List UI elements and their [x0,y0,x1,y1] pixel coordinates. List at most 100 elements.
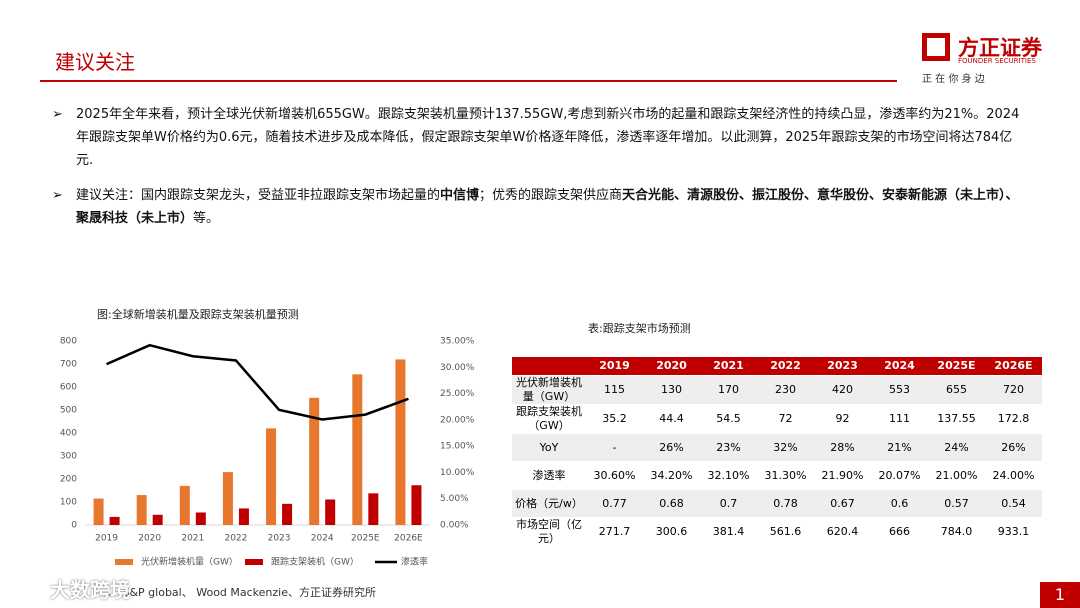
y-tick-label: 100 [60,498,77,508]
page-number: 1 [1040,582,1080,608]
legend-swatch [115,559,133,565]
table-cell: 跟踪支架装机（GW） [512,404,586,434]
bullet: 2025年全年来看，预计全球光伏新增装机655GW。跟踪支架装机量预计137.5… [52,103,1027,172]
table-row: 光伏新增装机量（GW） 115 130 170 230 420 553 655 720 [512,375,1042,405]
header-cell: 2025E [928,357,985,376]
bullet-text: 2025年全年来看，预计全球光伏新增装机655GW。跟踪支架装机量预计137.5… [76,107,1020,168]
table-cell: 54.5 [700,404,757,434]
table-cell: 420 [814,375,871,405]
table-row: YoY -26% 23% 32% 28% 21% 24% 26% [512,433,1042,462]
table-cell: 271.7 [586,517,643,547]
table-cell: 28% [814,433,871,462]
table-cell: 92 [814,404,871,434]
header-cell: 2022 [757,357,814,376]
table-cell: 655 [928,375,985,405]
bullet-text: ；优秀的跟踪支架供应商 [479,188,623,203]
table-cell: 300.6 [643,517,700,547]
table-cell: 72 [757,404,814,434]
y2-tick-label: 15.00% [440,442,475,452]
y-tick-label: 800 [60,337,77,347]
table-cell: 21.00% [928,461,985,490]
bullet-text: 等。 [193,211,220,226]
table-cell: 32.10% [700,461,757,490]
bar [266,428,277,525]
table-cell: 21% [871,433,928,462]
logo: 方正证券 [958,36,1042,60]
table-title: 表:跟踪支架市场预测 [588,322,691,335]
x-tick-label: 2022 [224,534,247,544]
table-cell: 23% [700,433,757,462]
header-cell: 2021 [700,357,757,376]
table-cell: 44.4 [643,404,700,434]
table-row: 渗透率 30.60% 34.20% 32.10% 31.30% 21.90% 20.07% 2… [512,461,1042,490]
bar [309,397,320,525]
bullet-text: 建议关注：国内跟踪支架龙头，受益亚非拉跟踪支架市场起量的 [76,188,441,203]
slogan: 正 在 你 身 边 [922,74,985,85]
table-cell: 0.77 [586,489,643,518]
header-cell: 2020 [643,357,700,376]
legend-label: 光伏新增装机量（GW） [141,556,238,568]
x-tick-label: 2026E [394,534,423,544]
x-tick-label: 2021 [181,534,204,544]
y2-tick-label: 30.00% [440,363,475,373]
table-cell: 34.20% [643,461,700,490]
header-cell: 2019 [586,357,643,376]
bar [136,495,147,525]
y-tick-label: 700 [60,360,77,370]
table-cell: 渗透率 [512,461,586,490]
y-tick-label: 400 [60,429,77,439]
bar [109,516,120,525]
bar [282,503,293,525]
x-tick-label: 2024 [311,534,334,544]
table-cell: 666 [871,517,928,547]
y2-tick-label: 0.00% [440,521,469,531]
legend-label: 渗透率 [401,556,428,568]
bar [93,498,104,525]
table-cell: 30.60% [586,461,643,490]
table-row: 市场空间（亿元） 271.7 300.6 381.4 561.6 620.4 666 784.… [512,517,1042,547]
table-cell: 0.54 [985,489,1042,518]
table: 2019 2020 2021 2022 2023 2024 2025E 2026E 光伏新增装机… [512,357,1042,547]
y-tick-label: 500 [60,406,77,416]
bullets: 2025年全年来看，预计全球光伏新增装机655GW。跟踪支架装机量预计137.5… [52,103,1027,242]
table-cell: 170 [700,375,757,405]
line [106,343,409,421]
table-cell: 720 [985,375,1042,405]
bullet-text: 中信博 [440,188,480,203]
header-cell [512,357,586,376]
header-cell: 2024 [871,357,928,376]
logo-mark [922,33,950,61]
table-cell: 172.8 [985,404,1042,434]
table-cell: 0.6 [871,489,928,518]
bar [222,472,233,525]
table-cell: 130 [643,375,700,405]
table-cell: 0.67 [814,489,871,518]
table-row: 价格（元/w） 0.77 0.68 0.7 0.78 0.67 0.6 0.57 0.54 [512,489,1042,518]
y2-tick-label: 20.00% [440,415,475,425]
table-cell: 933.1 [985,517,1042,547]
bullet: 建议关注：国内跟踪支架龙头，受益亚非拉跟踪支架市场起量的中信博；优秀的跟踪支架供… [52,184,1027,230]
bar [411,485,422,525]
bar [325,499,336,525]
table-cell: 32% [757,433,814,462]
slide-title: 建议关注 [55,50,135,74]
y2-tick-label: 10.00% [440,468,475,478]
bar [368,493,379,525]
table-cell: 0.7 [700,489,757,518]
title-rule [40,80,897,82]
table-cell: 21.90% [814,461,871,490]
y-tick-label: 0 [71,521,77,531]
y-tick-label: 300 [60,452,77,462]
table-cell: 26% [643,433,700,462]
chart-title: 图:全球新增装机量及跟踪支架装机量预测 [97,308,299,321]
table-cell: 市场空间（亿元） [512,517,586,547]
table-cell: 24.00% [985,461,1042,490]
table-cell: 230 [757,375,814,405]
table-cell: 620.4 [814,517,871,547]
x-tick-label: 2025E [351,534,380,544]
y2-tick-label: 35.00% [440,337,475,347]
x-tick-label: 2019 [95,534,118,544]
table-cell: 24% [928,433,985,462]
table-cell: 31.30% [757,461,814,490]
table-row: 跟踪支架装机（GW） 35.2 44.4 54.5 72 92 111 137.55 172.8 [512,404,1042,434]
